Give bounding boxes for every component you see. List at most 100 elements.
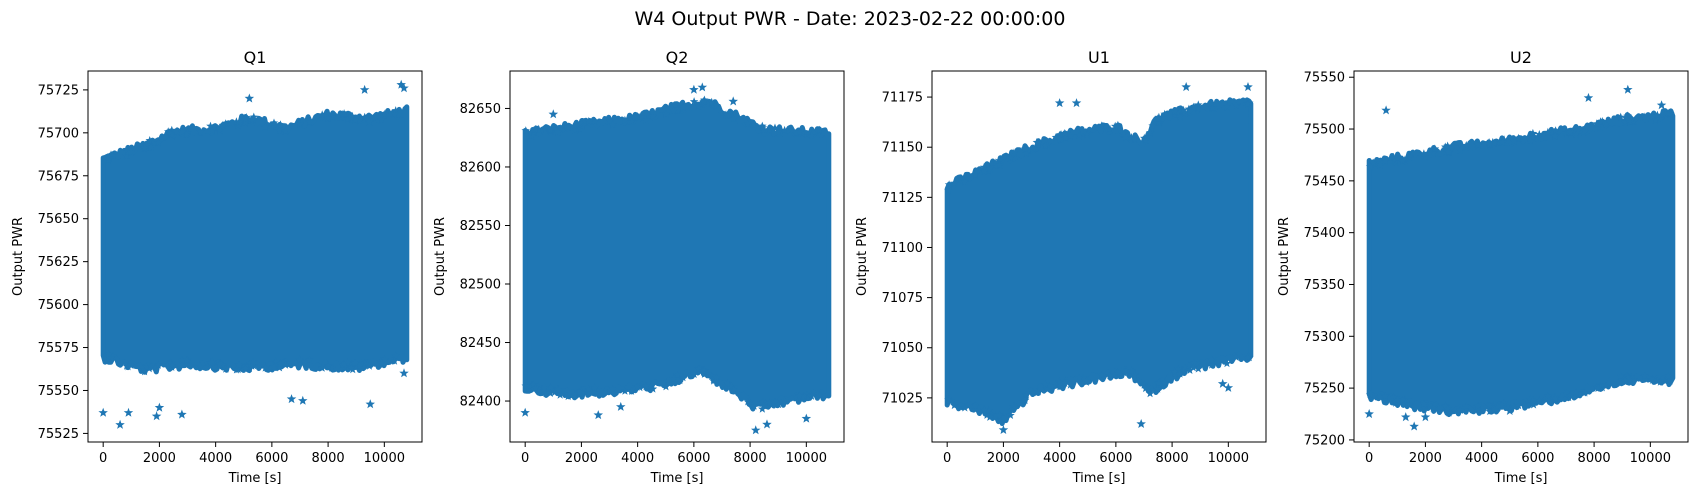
- scatter-point: [1189, 103, 1198, 112]
- scatter-point: [390, 109, 399, 118]
- scatter-point: [699, 366, 708, 375]
- scatter-point: [944, 396, 954, 405]
- scatter-point: [1061, 133, 1070, 142]
- scatter-point: [221, 119, 230, 128]
- y-tick-label: 82400: [460, 395, 501, 410]
- scatter-point: [979, 162, 989, 171]
- scatter-point: [1194, 364, 1203, 373]
- scatter-point: [1571, 130, 1581, 139]
- scatter-point: [678, 373, 688, 382]
- y-axis-label: Output PWR: [433, 217, 448, 296]
- scatter-point: [1441, 401, 1450, 410]
- scatter-point: [1184, 361, 1194, 370]
- axes-frame: [87, 70, 423, 443]
- y-tick-label: 71050: [882, 341, 923, 356]
- scatter-point: [995, 160, 1004, 169]
- scatter-point: [743, 397, 753, 406]
- scatter-outlier: [593, 410, 603, 420]
- scatter-point: [725, 109, 734, 118]
- scatter-point: [1562, 389, 1571, 398]
- scatter-outlier: [1136, 419, 1146, 428]
- scatter-point: [1130, 134, 1139, 143]
- panel-q2: 0 2000 4000 6000 8000 10000 82400 82450 82500 825…: [433, 48, 845, 486]
- scatter-point: [317, 363, 327, 372]
- y-tick-label: 75300: [1304, 330, 1345, 345]
- scatter-point: [729, 114, 738, 123]
- scatter-point: [1623, 111, 1632, 120]
- scatter-point: [327, 363, 337, 372]
- scatter-point: [281, 360, 290, 369]
- scatter-point: [575, 118, 585, 127]
- scatter-point: [707, 97, 716, 106]
- scatter-point: [960, 177, 970, 186]
- scatter-point: [140, 143, 149, 152]
- scatter-point: [641, 115, 651, 124]
- scatter-point: [1661, 376, 1670, 385]
- scatter-point: [1419, 149, 1429, 158]
- y-axis-label: Output PWR: [11, 217, 26, 296]
- scatter-point: [281, 126, 290, 135]
- scatter-point: [1127, 366, 1136, 375]
- scatter-point: [363, 115, 372, 124]
- scatter-point: [1020, 395, 1030, 405]
- scatter-point: [774, 400, 783, 409]
- scatter-point: [350, 358, 360, 367]
- scatter-point: [1051, 381, 1061, 390]
- scatter-point: [1153, 384, 1162, 393]
- scatter-point: [689, 369, 699, 379]
- scatter-point: [1551, 394, 1560, 403]
- scatter-point: [944, 186, 953, 195]
- scatter-point: [570, 390, 580, 399]
- scatter-point: [218, 120, 228, 129]
- scatter-point: [1154, 381, 1164, 390]
- scatter-point: [218, 360, 228, 369]
- scatter-point: [1405, 152, 1414, 161]
- scatter-outlier: [728, 96, 738, 106]
- scatter-point: [343, 114, 352, 123]
- scatter-point: [1616, 112, 1625, 121]
- scatter-outlier: [1364, 409, 1374, 419]
- scatter-point: [1535, 396, 1544, 405]
- scatter-point: [555, 124, 565, 133]
- scatter-point: [985, 412, 995, 421]
- scatter-point: [126, 147, 136, 156]
- scatter-point: [1160, 378, 1169, 387]
- scatter-point: [1551, 126, 1560, 135]
- scatter-point: [104, 153, 113, 162]
- scatter-point: [1623, 116, 1632, 125]
- scatter-point: [240, 118, 250, 127]
- scatter-point: [1207, 360, 1216, 369]
- scatter-point: [1514, 133, 1523, 142]
- scatter-point: [1022, 390, 1031, 399]
- scatter-point: [182, 130, 191, 139]
- scatter-point: [632, 382, 642, 391]
- scatter-outlier: [1217, 378, 1228, 388]
- scatter-point: [1170, 110, 1180, 119]
- scatter-point: [712, 101, 721, 110]
- scatter-point: [584, 116, 594, 125]
- scatter-point: [1389, 393, 1398, 402]
- scatter-point: [1473, 140, 1483, 149]
- axes-frame: [931, 70, 1267, 443]
- scatter-point: [249, 112, 259, 121]
- y-tick-label: 75650: [38, 212, 79, 227]
- scatter-point: [241, 115, 250, 124]
- scatter-point: [317, 110, 327, 119]
- scatter-point: [555, 390, 565, 399]
- scatter-outlier: [1623, 84, 1633, 94]
- scatter-point: [770, 123, 780, 132]
- scatter-point: [248, 114, 258, 124]
- scatter-point: [1601, 120, 1610, 129]
- scatter-point: [177, 127, 187, 136]
- scatter-outlier: [298, 395, 308, 405]
- scatter-outlier: [123, 407, 134, 417]
- scatter-point: [1222, 102, 1232, 111]
- scatter-outlier: [1381, 105, 1391, 115]
- scatter-point: [1525, 136, 1535, 145]
- scatter-point: [1543, 127, 1553, 136]
- scatter-point: [1405, 400, 1414, 409]
- scatter-point: [142, 362, 151, 371]
- scatter-outlier: [151, 411, 162, 421]
- scatter-point: [1055, 134, 1065, 144]
